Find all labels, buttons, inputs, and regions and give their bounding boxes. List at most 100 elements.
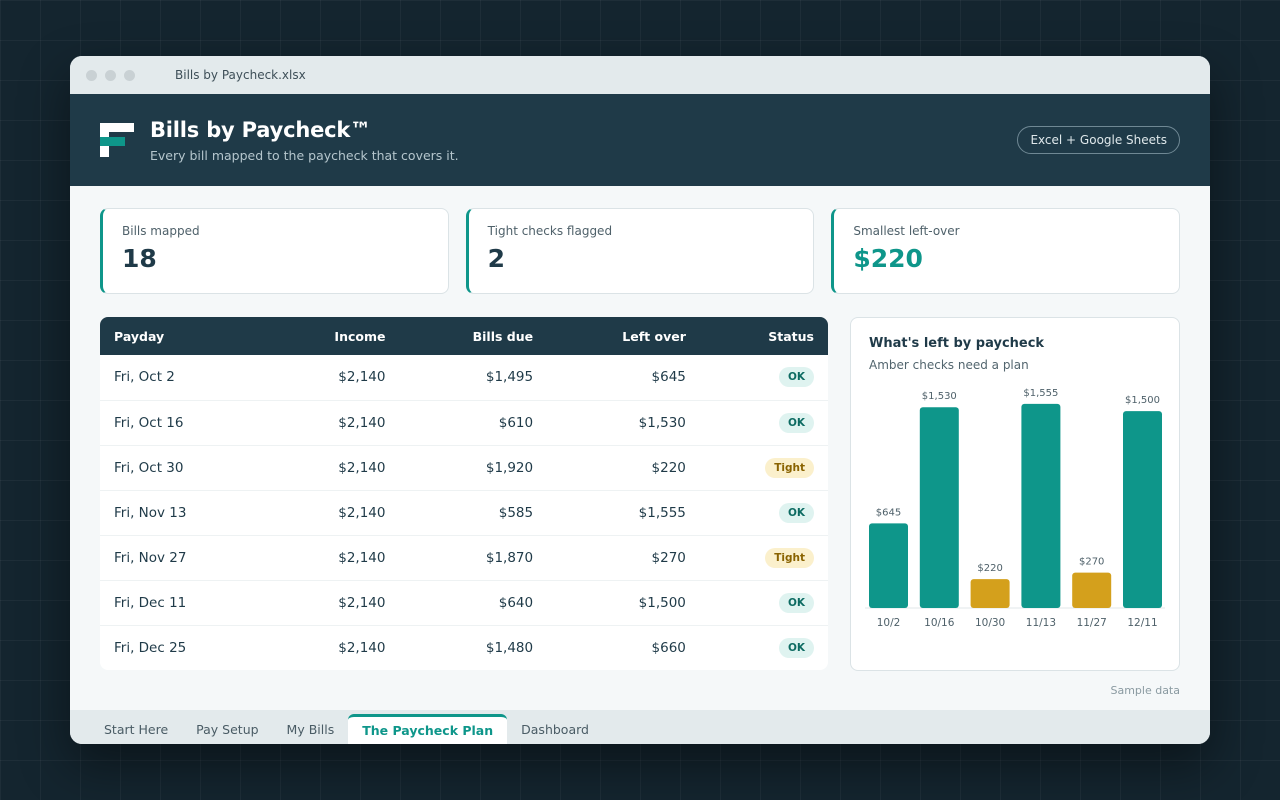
column-header-left-over[interactable]: Left over — [622, 328, 686, 344]
stat-card-tight-checks: Tight checks flagged 2 — [465, 208, 815, 294]
table-row[interactable]: Fri, Dec 25 $2,140 $1,480 $660 OK — [100, 625, 828, 670]
maximize-window-button[interactable] — [124, 69, 135, 81]
table-row[interactable]: Fri, Dec 11 $2,140 $640 $1,500 OK — [100, 580, 828, 626]
close-window-button[interactable] — [86, 69, 97, 81]
left-over-cell: $270 — [547, 535, 700, 581]
chart-bar[interactable] — [970, 579, 1010, 608]
left-over-cell: $645 — [547, 355, 700, 401]
chart-subtitle: Amber checks need a plan — [869, 358, 1029, 372]
status-cell: OK — [700, 625, 828, 670]
column-header-bills-due[interactable]: Bills due — [472, 328, 534, 344]
sheet-tabs: Start Here Pay Setup My Bills The Paycheck … — [70, 710, 1210, 744]
column-header-income[interactable]: Income — [334, 328, 386, 344]
title-bar: Bills by Paycheck.xlsx — [70, 56, 1210, 94]
x-tick-label: 10/16 — [924, 617, 955, 629]
bar-value-label: $1,530 — [922, 391, 957, 402]
income-cell: $2,140 — [267, 355, 400, 401]
leftover-chart-card: What's left by paycheck Amber checks nee… — [850, 317, 1180, 671]
chart-bar[interactable] — [919, 407, 959, 608]
payday-cell: Fri, Oct 30 — [100, 445, 268, 491]
table-row[interactable]: Fri, Oct 16 $2,140 $610 $1,530 OK — [100, 400, 828, 446]
stat-value: 2 — [487, 244, 506, 273]
income-cell: $2,140 — [267, 400, 400, 446]
tab-pay-setup[interactable]: Pay Setup — [196, 721, 259, 737]
payday-cell: Fri, Nov 13 — [100, 490, 268, 536]
stat-value: $220 — [853, 244, 923, 273]
platform-badge: Excel + Google Sheets — [1017, 126, 1180, 154]
bar-value-label: $220 — [977, 563, 1002, 574]
payday-cell: Fri, Dec 25 — [114, 639, 187, 656]
left-over-cell: $220 — [547, 445, 700, 491]
x-tick-label: 11/27 — [1077, 617, 1107, 629]
bills-due-cell: $1,870 — [399, 535, 548, 581]
sheet-header: Bills by Paycheck™ Every bill mapped to … — [70, 94, 1210, 186]
chart-bar[interactable] — [1021, 403, 1061, 608]
stat-label: Smallest left-over — [853, 224, 960, 238]
status-cell: OK — [699, 355, 828, 401]
stat-label: Bills mapped — [122, 224, 200, 238]
stat-card-bills-mapped: Bills mapped 18 — [100, 208, 449, 294]
payday-cell: Fri, Dec 11 — [100, 580, 268, 626]
left-over-cell: $660 — [651, 639, 686, 656]
paycheck-table: Payday Income Bills due Left over Status… — [100, 317, 828, 670]
status-cell: OK — [699, 580, 828, 626]
x-tick-label: 10/2 — [877, 617, 901, 629]
status-cell: OK — [699, 490, 828, 536]
stat-cards: Bills mapped 18 Tight checks flagged 2 S… — [100, 208, 1181, 294]
payday-cell: Fri, Nov 27 — [100, 535, 268, 581]
income-cell: $2,140 — [267, 535, 400, 581]
bar-value-label: $1,555 — [1023, 388, 1058, 399]
tab-the-paycheck-plan[interactable]: The Paycheck Plan — [348, 714, 508, 744]
sample-data-note: Sample data — [1110, 684, 1180, 697]
status-badge: OK — [778, 367, 814, 388]
payday-cell: Fri, Oct 16 — [100, 400, 268, 446]
status-badge: OK — [778, 637, 814, 658]
stat-card-smallest-leftover: Smallest left-over $220 — [831, 208, 1181, 294]
chart-bar[interactable] — [1072, 572, 1112, 608]
page-subtitle: Every bill mapped to the paycheck that c… — [150, 147, 459, 163]
status-cell: Tight — [699, 445, 828, 491]
chart-title: What's left by paycheck — [869, 336, 1045, 351]
stat-value: 18 — [122, 244, 157, 273]
bills-due-cell: $1,495 — [399, 355, 548, 401]
x-tick-label: 11/13 — [1026, 617, 1056, 629]
status-badge: Tight — [765, 457, 814, 478]
income-cell: $2,140 — [267, 490, 400, 536]
stat-label: Tight checks flagged — [487, 224, 613, 238]
chart-bar[interactable] — [1123, 411, 1162, 608]
bills-due-cell: $610 — [399, 400, 548, 446]
left-over-cell: $1,500 — [547, 580, 700, 626]
x-tick-label: 10/30 — [975, 617, 1005, 629]
left-over-cell: $1,530 — [547, 400, 700, 446]
window-title: Bills by Paycheck.xlsx — [175, 68, 306, 82]
tab-start-here[interactable]: Start Here — [104, 721, 169, 737]
bills-due-cell: $640 — [399, 580, 548, 626]
tab-dashboard[interactable]: Dashboard — [521, 721, 589, 737]
table-row[interactable]: Fri, Oct 2 $2,140 $1,495 $645 OK — [100, 355, 828, 401]
x-tick-label: 12/11 — [1127, 617, 1157, 629]
bar-value-label: $270 — [1079, 557, 1104, 568]
table-row[interactable]: Fri, Nov 13 $2,140 $585 $1,555 OK — [100, 490, 828, 536]
status-badge: OK — [778, 592, 814, 613]
bills-due-cell: $1,920 — [399, 445, 548, 491]
app-window: Bills by Paycheck.xlsx Bills by Paycheck… — [70, 56, 1210, 744]
payday-cell: Fri, Oct 2 — [100, 355, 268, 401]
status-cell: Tight — [699, 535, 828, 581]
column-header-status[interactable]: Status — [768, 328, 814, 344]
page-title: Bills by Paycheck™ — [150, 117, 371, 142]
status-cell: OK — [699, 400, 828, 446]
income-cell: $2,140 — [267, 580, 400, 626]
table-row[interactable]: Fri, Nov 27 $2,140 $1,870 $270 Tight — [100, 535, 828, 581]
bills-due-cell: $1,480 — [485, 639, 534, 656]
bar-value-label: $645 — [876, 507, 901, 518]
chart-bar[interactable] — [869, 523, 908, 608]
minimize-window-button[interactable] — [105, 69, 116, 81]
left-over-cell: $1,555 — [547, 490, 700, 536]
bills-due-cell: $585 — [399, 490, 548, 536]
column-header-payday[interactable]: Payday — [114, 328, 165, 344]
income-cell: $2,140 — [338, 639, 386, 656]
status-badge: OK — [778, 412, 814, 433]
tab-my-bills[interactable]: My Bills — [286, 721, 335, 737]
table-row[interactable]: Fri, Oct 30 $2,140 $1,920 $220 Tight — [100, 445, 828, 491]
bar-value-label: $1,500 — [1125, 395, 1160, 406]
